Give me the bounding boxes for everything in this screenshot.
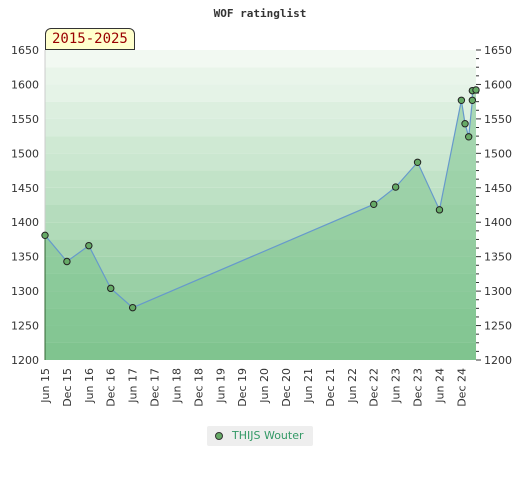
rating-point [464, 133, 473, 141]
rating-points [41, 86, 480, 312]
background-band [45, 153, 476, 171]
background-band [45, 67, 476, 85]
legend-marker [215, 432, 223, 440]
x-tick-label: Dec 16 [105, 368, 118, 407]
y-tick-label-left: 1300 [11, 285, 39, 298]
y-axis-left: 1200 1250 1300 1350 1400 1450 1500 1550 1600 1650 [11, 44, 39, 367]
y-axis-right: 1200 1250 1300 1350 1400 1450 1500 1550 1600 1650 [476, 44, 512, 367]
x-tick-label: Dec 20 [280, 368, 293, 407]
x-tick-label: Dec 24 [455, 368, 468, 407]
x-tick-label: Jun 22 [346, 368, 359, 404]
background-band [45, 50, 476, 68]
x-tick-label: Dec 15 [61, 368, 74, 407]
rating-point [370, 200, 378, 209]
rating-point [461, 120, 469, 128]
background-band [45, 84, 476, 102]
y-tick-label-left: 1400 [11, 216, 39, 229]
chart-title: WOF ratinglist [214, 7, 307, 20]
y-tick-label-right: 1300 [484, 285, 512, 298]
rating-point [107, 284, 115, 293]
x-tick-label: Dec 19 [236, 368, 249, 407]
background-band [45, 187, 476, 205]
x-tick-label: Jun 23 [390, 368, 403, 404]
legend-label: THIJS Wouter [232, 429, 304, 442]
y-tick-label-left: 1450 [11, 182, 39, 195]
y-tick-label-right: 1250 [484, 320, 512, 333]
x-tick-label: Dec 17 [149, 368, 162, 407]
background-band [45, 101, 476, 119]
y-tick-label-right: 1400 [484, 216, 512, 229]
y-tick-label-right: 1600 [484, 78, 512, 91]
rating-point [128, 303, 137, 312]
x-tick-label: Dec 23 [412, 368, 425, 407]
rating-point [457, 96, 466, 104]
y-tick-label-left: 1650 [11, 44, 39, 57]
x-tick-label: Jun 20 [258, 368, 271, 404]
rating-area-fill [45, 89, 476, 360]
rating-point [391, 183, 400, 191]
y-tick-label-right: 1200 [484, 354, 512, 367]
x-tick-label: Jun 18 [170, 368, 183, 404]
rating-point [413, 158, 422, 166]
x-tick-label: Dec 18 [192, 368, 205, 407]
rating-point [472, 86, 480, 94]
y-tick-label-right: 1650 [484, 44, 512, 57]
rating-point [63, 257, 71, 266]
rating-point [435, 206, 444, 214]
x-tick-label: Jun 15 [39, 368, 52, 404]
background-band [45, 170, 476, 188]
x-tick-label: Jun 17 [127, 368, 140, 404]
rating-point [468, 96, 477, 104]
x-tick-label: Dec 22 [368, 368, 381, 407]
y-tick-label-right: 1550 [484, 113, 512, 126]
y-tick-label-right: 1500 [484, 147, 512, 160]
rating-point [85, 241, 93, 250]
x-tick-label: Jun 24 [433, 368, 446, 404]
y-tick-label-left: 1350 [11, 251, 39, 264]
background-band [45, 118, 476, 137]
x-axis: Jun 15 Dec 15 Jun 16 Dec 16 Jun 17 Dec 17 Jun … [39, 368, 468, 407]
y-tick-label-left: 1500 [11, 147, 39, 160]
y-tick-label-left: 1200 [11, 354, 39, 367]
y-tick-label-right: 1450 [484, 182, 512, 195]
y-tick-label-left: 1600 [11, 78, 39, 91]
background-band [45, 136, 476, 154]
period-label: 2015-2025 [45, 28, 135, 50]
x-tick-label: Jun 21 [302, 368, 315, 404]
x-tick-label: Jun 16 [83, 368, 96, 404]
y-tick-label-left: 1550 [11, 113, 39, 126]
rating-point [41, 231, 49, 240]
y-tick-label-right: 1350 [484, 251, 512, 264]
x-tick-label: Dec 21 [324, 368, 337, 407]
legend[interactable]: THIJS Wouter [207, 426, 313, 446]
x-tick-label: Jun 19 [214, 368, 227, 404]
y-tick-label-left: 1250 [11, 320, 39, 333]
